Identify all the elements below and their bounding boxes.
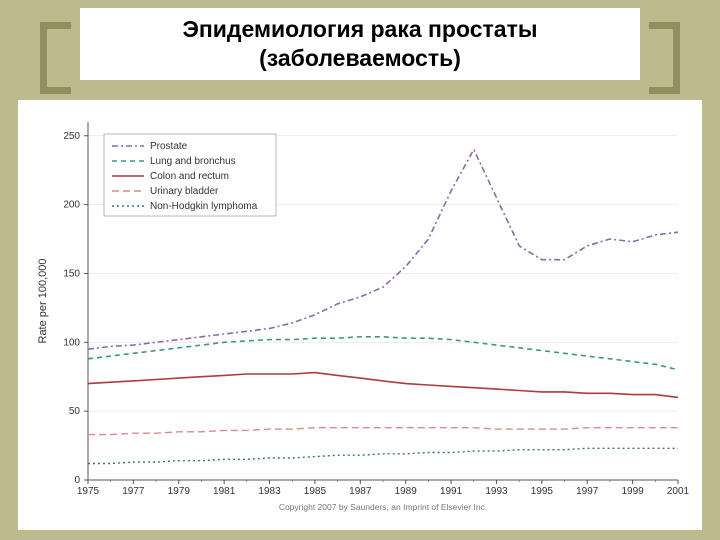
svg-text:Urinary bladder: Urinary bladder <box>150 186 219 197</box>
svg-text:1995: 1995 <box>531 486 554 497</box>
chart-panel: 0 50 100 150 200 250 1975 1977 1979 1981 1983 1985 1… <box>18 100 702 530</box>
svg-text:200: 200 <box>63 200 80 211</box>
svg-text:1981: 1981 <box>213 486 236 497</box>
svg-text:Prostate: Prostate <box>150 141 188 152</box>
svg-text:100: 100 <box>63 337 80 348</box>
svg-text:Non-Hodgkin lymphoma: Non-Hodgkin lymphoma <box>150 201 258 212</box>
svg-text:1989: 1989 <box>395 486 418 497</box>
title-box: Эпидемиология рака простаты (заболеваемо… <box>80 8 640 80</box>
bracket-left <box>40 22 71 94</box>
svg-text:1977: 1977 <box>122 486 145 497</box>
svg-text:1987: 1987 <box>349 486 372 497</box>
bracket-right <box>649 22 680 94</box>
svg-text:0: 0 <box>74 475 80 486</box>
svg-text:1997: 1997 <box>576 486 599 497</box>
slide-title: Эпидемиология рака простаты (заболеваемо… <box>88 15 632 73</box>
svg-text:1993: 1993 <box>485 486 508 497</box>
incidence-line-chart: 0 50 100 150 200 250 1975 1977 1979 1981 1983 1985 1… <box>18 100 702 530</box>
svg-text:Lung and bronchus: Lung and bronchus <box>150 156 236 167</box>
svg-text:2001: 2001 <box>667 486 690 497</box>
svg-text:1985: 1985 <box>304 486 327 497</box>
svg-text:1975: 1975 <box>77 486 100 497</box>
svg-text:1983: 1983 <box>258 486 281 497</box>
svg-text:50: 50 <box>69 406 81 417</box>
svg-text:Colon and rectum: Colon and rectum <box>150 171 229 182</box>
svg-text:250: 250 <box>63 131 80 142</box>
svg-text:1999: 1999 <box>621 486 644 497</box>
svg-text:150: 150 <box>63 268 80 279</box>
slide: Эпидемиология рака простаты (заболеваемо… <box>0 0 720 540</box>
svg-text:1991: 1991 <box>440 486 463 497</box>
svg-text:Rate per 100,000: Rate per 100,000 <box>37 258 49 343</box>
svg-text:1979: 1979 <box>168 486 191 497</box>
svg-text:Copyright 2007 by Saunders, an: Copyright 2007 by Saunders, an Imprint o… <box>279 502 487 512</box>
